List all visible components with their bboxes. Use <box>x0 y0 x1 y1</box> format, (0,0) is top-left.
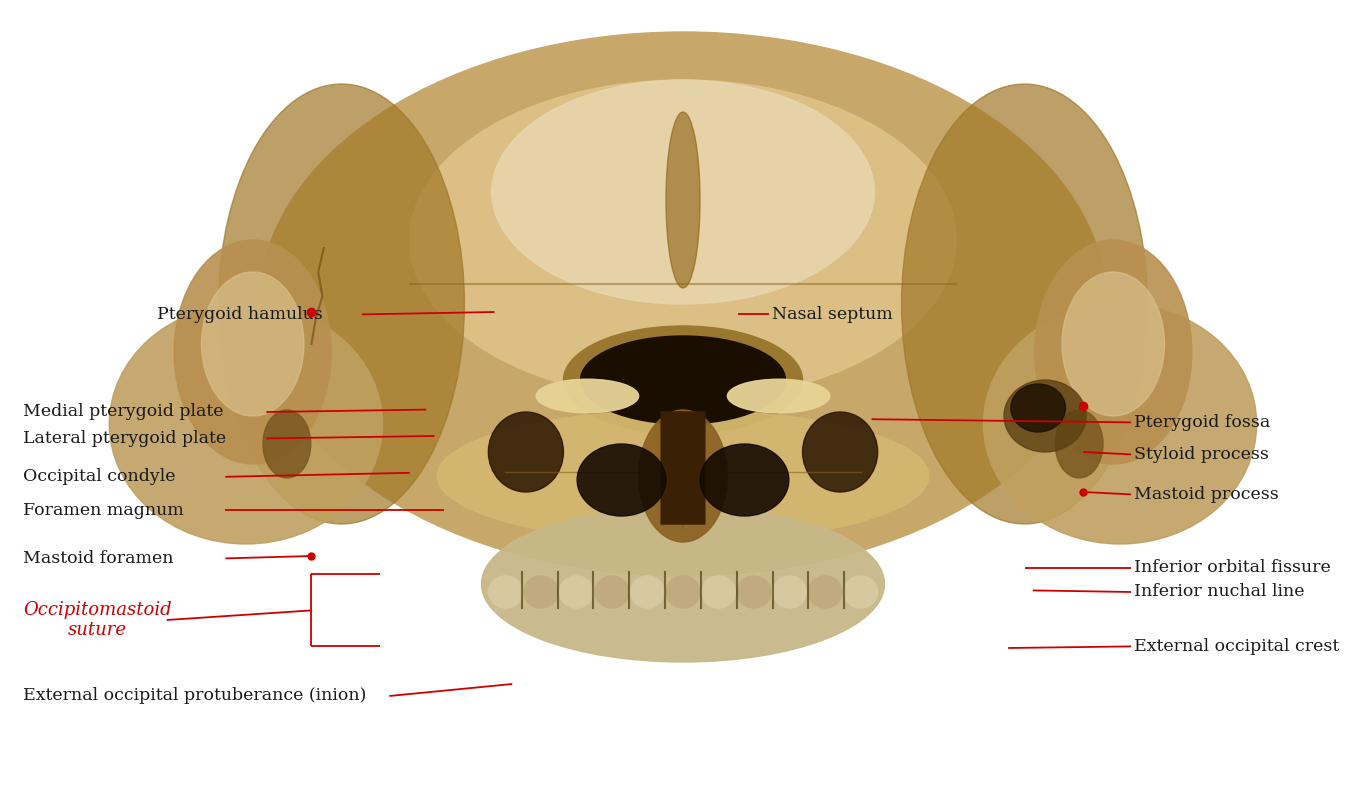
Ellipse shape <box>667 112 701 288</box>
Ellipse shape <box>984 304 1257 544</box>
Ellipse shape <box>560 576 594 608</box>
Ellipse shape <box>437 410 929 542</box>
Ellipse shape <box>773 576 807 608</box>
Text: Inferior nuchal line: Inferior nuchal line <box>1134 583 1305 601</box>
Text: Lateral pterygoid plate: Lateral pterygoid plate <box>23 430 227 447</box>
Ellipse shape <box>902 84 1147 524</box>
Ellipse shape <box>1056 410 1104 478</box>
Ellipse shape <box>702 576 736 608</box>
Ellipse shape <box>639 410 727 542</box>
Ellipse shape <box>219 84 464 524</box>
Ellipse shape <box>525 576 559 608</box>
Ellipse shape <box>489 412 563 492</box>
Text: Occipitomastoid
suture: Occipitomastoid suture <box>23 601 172 639</box>
Ellipse shape <box>727 379 829 413</box>
Ellipse shape <box>1004 380 1086 452</box>
Text: Medial pterygoid plate: Medial pterygoid plate <box>23 403 224 421</box>
Ellipse shape <box>630 576 664 608</box>
FancyBboxPatch shape <box>661 412 705 524</box>
Text: Pterygoid fossa: Pterygoid fossa <box>1134 414 1270 431</box>
Ellipse shape <box>481 506 885 662</box>
Ellipse shape <box>109 304 382 544</box>
Ellipse shape <box>489 576 522 608</box>
Text: Foramen magnum: Foramen magnum <box>23 502 184 519</box>
Ellipse shape <box>844 576 878 608</box>
Ellipse shape <box>264 410 311 478</box>
Ellipse shape <box>563 326 803 434</box>
Ellipse shape <box>738 576 772 608</box>
Ellipse shape <box>175 240 331 464</box>
Ellipse shape <box>803 412 877 492</box>
Text: External occipital crest: External occipital crest <box>1134 638 1339 655</box>
Ellipse shape <box>581 336 785 424</box>
Text: Mastoid process: Mastoid process <box>1134 486 1279 503</box>
Ellipse shape <box>492 80 874 304</box>
Ellipse shape <box>667 576 701 608</box>
Text: Styloid process: Styloid process <box>1134 446 1269 463</box>
Text: Nasal septum: Nasal septum <box>772 306 892 323</box>
Ellipse shape <box>807 576 841 608</box>
Ellipse shape <box>1035 240 1191 464</box>
Text: Mastoid foramen: Mastoid foramen <box>23 550 173 567</box>
Ellipse shape <box>576 444 667 516</box>
Ellipse shape <box>594 576 628 608</box>
Text: Inferior orbital fissure: Inferior orbital fissure <box>1134 559 1330 577</box>
Ellipse shape <box>410 80 956 400</box>
Ellipse shape <box>535 379 639 413</box>
Ellipse shape <box>1011 384 1065 432</box>
Ellipse shape <box>701 444 790 516</box>
Text: Pterygoid hamulus: Pterygoid hamulus <box>157 306 322 323</box>
Text: External occipital protuberance (inion): External occipital protuberance (inion) <box>23 687 366 705</box>
Ellipse shape <box>202 272 303 416</box>
Ellipse shape <box>260 32 1106 576</box>
Ellipse shape <box>1063 272 1164 416</box>
Text: Occipital condyle: Occipital condyle <box>23 468 176 486</box>
